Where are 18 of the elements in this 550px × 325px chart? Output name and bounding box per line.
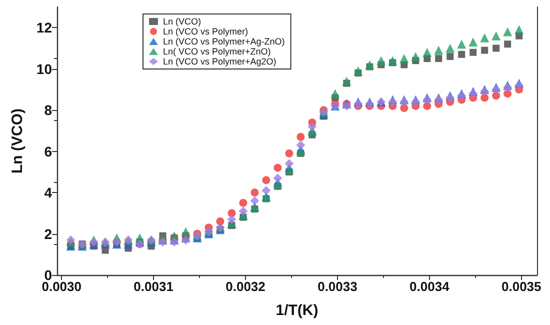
legend-label: Ln (VCO vs Polymer) [163,26,248,36]
y-tick-label: 4 [44,184,52,201]
y-tick-label: 2 [44,226,52,242]
y-axis-title: Ln (VCO) [9,108,26,174]
x-tick-label: 0.0034 [410,279,450,294]
x-tick-label: 0.0031 [134,279,174,294]
legend-label: Ln (VCO vs Polymer+Ag-ZnO) [163,36,285,46]
legend-label: Ln( VCO vs Polymer+ZnO) [163,46,271,56]
y-tick-label: 12 [36,20,52,36]
x-axis-title: 1/T(K) [276,302,318,319]
legend-label: Ln (VCO vs Polymer+Ag2O) [163,56,276,66]
x-tick-label: 0.0035 [501,279,542,294]
y-tick-label: 10 [36,60,52,77]
x-tick-label: 0.0033 [318,279,358,294]
legend-label: Ln (VCO) [163,16,202,26]
x-tick-label: 0.0032 [226,279,266,294]
y-tick-label: 8 [44,102,52,118]
y-tick-label: 6 [44,143,52,160]
